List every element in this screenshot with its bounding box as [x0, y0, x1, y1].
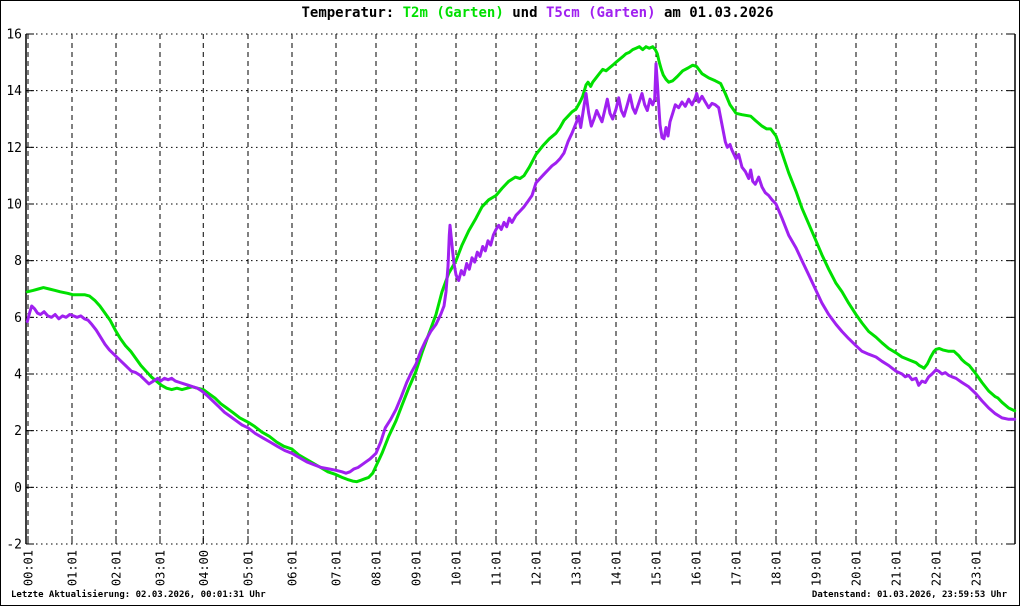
title-prefix: Temperatur:: [301, 5, 403, 21]
chart-title: Temperatur: T2m (Garten) und T5cm (Garte…: [1, 5, 1019, 21]
temperature-curve-t5cm: [25, 62, 1017, 475]
y-tick-label-14: 14: [6, 84, 22, 99]
x-tick-label-14:01: 14:01: [610, 550, 624, 586]
x-tick-label-05:01: 05:01: [242, 550, 256, 586]
x-tick-label-04:00: 04:00: [197, 550, 211, 586]
x-tick-label-08:01: 08:01: [370, 550, 384, 586]
y-tick-label-2: 2: [14, 424, 22, 439]
y-tick-label-4: 4: [14, 368, 22, 383]
x-tick-label-20:01: 20:01: [850, 550, 864, 586]
x-tick-label-06:01: 06:01: [286, 550, 300, 586]
x-tick-label-21:01: 21:01: [890, 550, 904, 586]
data-timestamp-text: Datenstand: 01.03.2026, 23:59:53 Uhr: [811, 590, 1007, 600]
title-date: am 01.03.2026: [655, 5, 774, 21]
x-tick-label-12:01: 12:01: [530, 550, 544, 586]
x-tick-label-02:01: 02:01: [110, 550, 124, 586]
temperature-curve-t2m: [25, 45, 1017, 484]
y-tick-label-8: 8: [14, 254, 22, 269]
x-tick-label-16:01: 16:01: [690, 550, 704, 586]
title-series-t5cm-label: T5cm (Garten): [545, 5, 656, 21]
title-connector: und: [503, 5, 546, 21]
x-tick-label-13:01: 13:01: [570, 550, 584, 586]
title-series-t2m-label: T2m (Garten): [402, 5, 504, 21]
x-tick-label-07:01: 07:01: [330, 550, 344, 586]
y-tick-label-0: 0: [14, 481, 22, 496]
y-tick-label-12: 12: [6, 141, 22, 156]
x-tick-label-15:01: 15:01: [650, 550, 664, 586]
y-tick-label-10: 10: [6, 198, 22, 213]
x-tick-label-03:01: 03:01: [154, 550, 168, 586]
x-tick-label-18:01: 18:01: [770, 550, 784, 586]
x-tick-label-09:01: 09:01: [410, 550, 424, 586]
y-tick-label--2: -2: [6, 538, 22, 553]
y-tick-label-6: 6: [14, 311, 22, 326]
last-update-text: Letzte Aktualisierung: 02.03.2026, 00:01…: [11, 590, 266, 600]
y-tick-label-16: 16: [6, 28, 22, 43]
x-tick-label-17:01: 17:01: [730, 550, 744, 586]
x-tick-label-01:01: 01:01: [66, 550, 80, 586]
x-tick-label-23:01: 23:01: [970, 550, 984, 586]
x-tick-label-22:01: 22:01: [930, 550, 944, 586]
x-tick-label-00:01: 00:01: [22, 550, 36, 586]
x-tick-label-19:01: 19:01: [810, 550, 824, 586]
x-tick-label-11:01: 11:01: [490, 550, 504, 586]
x-tick-label-10:01: 10:01: [450, 550, 464, 586]
